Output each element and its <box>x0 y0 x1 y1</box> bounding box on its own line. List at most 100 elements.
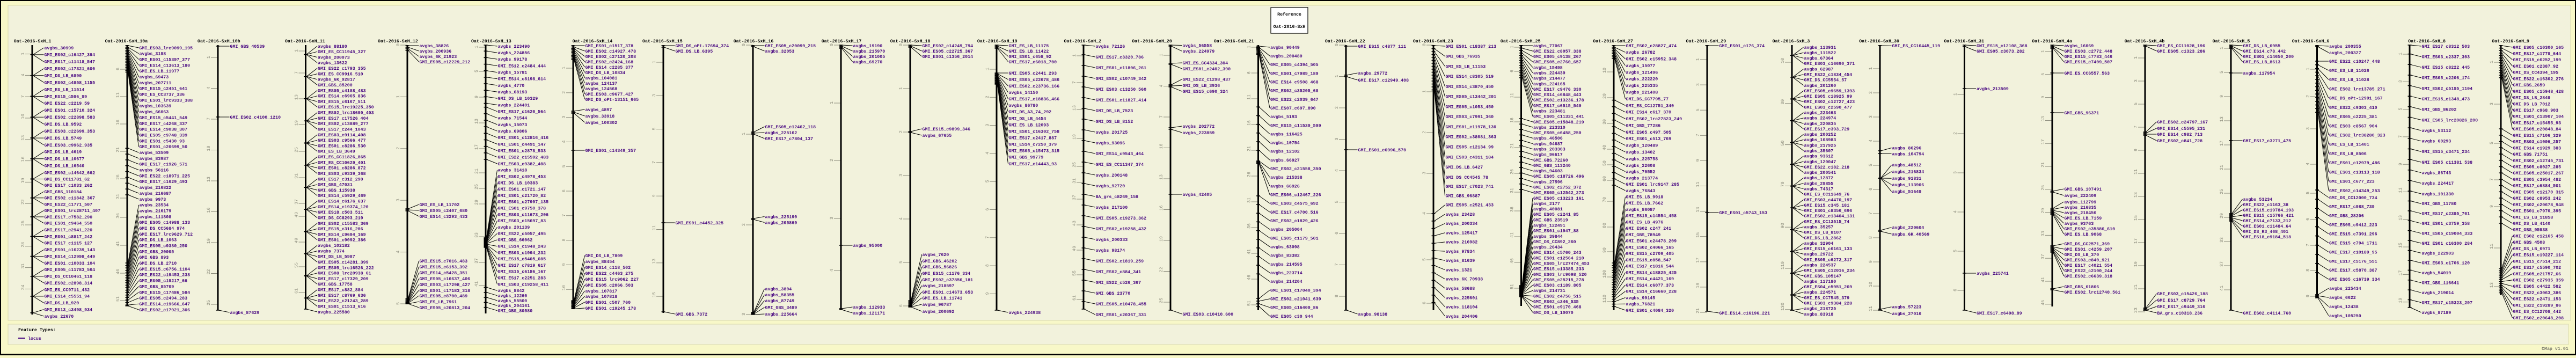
svg-text:GMI_ES05_c10300_165: GMI_ES05_c10300_165 <box>2513 46 2564 50</box>
svg-text:avgbs_223490: avgbs_223490 <box>498 44 530 49</box>
svg-text:20: 20 <box>1602 93 1607 99</box>
svg-text:21: 21 <box>116 147 121 152</box>
svg-text:avgbs_67655: avgbs_67655 <box>923 133 952 138</box>
svg-text:GMI_DS_LB_7809: GMI_DS_LB_7809 <box>586 254 623 259</box>
svg-text:4: 4 <box>21 74 26 76</box>
svg-text:4: 4 <box>562 140 567 143</box>
svg-text:avgbs_217925: avgbs_217925 <box>1804 143 1836 148</box>
svg-text:GMI_ES05_c15848_219: GMI_ES05_c15848_219 <box>1533 120 1584 125</box>
svg-text:GMI_ES14_c5551_94: GMI_ES14_c5551_94 <box>45 295 90 299</box>
svg-text:avgbs_1321: avgbs_1321 <box>1446 268 1473 273</box>
svg-text:GMI_ES03_c7991_360: GMI_ES03_c7991_360 <box>1446 115 1494 120</box>
svg-text:GMI_ES05_c1053_450: GMI_ES05_c1053_450 <box>1446 105 1494 109</box>
svg-text:9: 9 <box>1696 159 1701 162</box>
svg-text:GMI_ES14_c7250_379: GMI_ES14_c7250_379 <box>1009 143 1057 148</box>
svg-text:GMI_ES14_c6965_836: GMI_ES14_c6965_836 <box>318 94 366 99</box>
svg-text:GMI_ES02_c14249_794: GMI_ES02_c14249_794 <box>923 44 974 49</box>
svg-text:GMI_ES17_c18836_466: GMI_ES17_c18836_466 <box>1009 97 1060 102</box>
svg-text:10: 10 <box>1159 144 1164 149</box>
svg-text:GMI_ES05_c21757_66: GMI_ES05_c21757_66 <box>2513 272 2562 277</box>
svg-text:GMI_ES03_c13250_560: GMI_ES03_c13250_560 <box>1096 87 1147 92</box>
svg-text:GMI_ES22_c2100_244: GMI_ES22_c2100_244 <box>2065 269 2113 274</box>
svg-text:13: 13 <box>2220 116 2224 122</box>
svg-text:Oat-2016-SxH_10a: Oat-2016-SxH_10a <box>105 39 148 44</box>
svg-text:GMI_ES14_c3293_433: GMI_ES14_c3293_433 <box>420 215 468 220</box>
svg-text:5: 5 <box>2220 71 2224 74</box>
svg-text:GMI_ES01_c21720_82: GMI_ES01_c21720_82 <box>498 194 546 199</box>
svg-text:26: 26 <box>116 174 121 180</box>
svg-text:3: 3 <box>985 124 990 127</box>
svg-text:11: 11 <box>2490 244 2494 249</box>
svg-text:GMI_ES14_c5760_243: GMI_ES14_c5760_243 <box>1533 251 1582 255</box>
svg-text:GMI_ES17_c988_739: GMI_ES17_c988_739 <box>2329 205 2375 210</box>
svg-text:avgbs_218456: avgbs_218456 <box>2065 210 2097 216</box>
svg-text:avgbs_53112: avgbs_53112 <box>2422 128 2451 134</box>
svg-text:GMI_DS_LB_6427: GMI_DS_LB_6427 <box>1446 165 1483 170</box>
svg-text:GMI_ES02_c4100_1210: GMI_ES02_c4100_1210 <box>230 115 281 120</box>
svg-text:GMI_ES08_lrc20938_61: GMI_ES08_lrc20938_61 <box>318 271 371 276</box>
svg-text:GMI_ES01_c27997_135: GMI_ES01_c27997_135 <box>498 200 549 205</box>
svg-text:GMI_ES01_c18387_213: GMI_ES01_c18387_213 <box>1446 45 1497 49</box>
svg-text:Oat-2016-SxH_6: Oat-2016-SxH_6 <box>2292 39 2330 44</box>
svg-text:4: 4 <box>1159 85 1164 87</box>
svg-text:GMI_ES02_c4978_453: GMI_ES02_c4978_453 <box>498 174 546 179</box>
svg-text:GMI_ES22_c10247_448: GMI_ES22_c10247_448 <box>2329 60 2380 64</box>
svg-text:GMI_ES03_lrc9098_520: GMI_ES03_lrc9098_520 <box>1533 272 1587 277</box>
svg-text:GMI_ES22_c1771_507: GMI_ES22_c1771_507 <box>45 202 93 207</box>
svg-text:avgbs_35257: avgbs_35257 <box>1804 225 1834 230</box>
svg-text:6: 6 <box>2306 218 2311 221</box>
svg-text:GMI_ES15_c4877_111: GMI_ES15_c4877_111 <box>1358 45 1407 49</box>
svg-text:GMI_ES04_c5951_269: GMI_ES04_c5951_269 <box>1804 285 1853 290</box>
svg-text:7: 7 <box>1159 115 1164 118</box>
svg-text:GMI_GBS_78949: GMI_GBS_78949 <box>1626 233 1661 238</box>
svg-text:1: 1 <box>1159 54 1164 56</box>
svg-text:33: 33 <box>2220 237 2224 243</box>
svg-text:1: 1 <box>2134 56 2139 59</box>
svg-text:34: 34 <box>21 284 26 290</box>
svg-text:1: 1 <box>21 53 26 55</box>
svg-text:GMI_ES03_c9382_408: GMI_ES03_c9382_408 <box>498 162 546 167</box>
svg-text:GMI_ES17_c9449_316: GMI_ES17_c9449_316 <box>2157 305 2206 310</box>
svg-text:GMI_ES15_c14554_458: GMI_ES15_c14554_458 <box>1626 214 1677 219</box>
svg-text:GMI_ES05_c2407_680: GMI_ES05_c2407_680 <box>420 209 468 214</box>
svg-text:GMI_ES05_c4188_483: GMI_ES05_c4188_483 <box>318 89 366 93</box>
svg-text:avgbs_83987: avgbs_83987 <box>140 156 169 162</box>
svg-text:GMI_ES_LB_9918: GMI_ES_LB_9918 <box>1626 195 1664 200</box>
svg-text:GMI_DS_R3_468_401: GMI_DS_R3_468_401 <box>2243 230 2289 235</box>
svg-text:GMI_GBS_20005: GMI_GBS_20005 <box>140 250 174 254</box>
svg-text:4: 4 <box>1422 212 1427 215</box>
svg-text:GMI_ES02_c14927_478: GMI_ES02_c14927_478 <box>586 49 636 54</box>
svg-text:avgbs_201139: avgbs_201139 <box>498 225 530 230</box>
svg-text:GMI_ES17_c6515_540: GMI_ES17_c6515_540 <box>1533 104 1582 108</box>
svg-text:GMI_ES05_c9412_223: GMI_ES05_c9412_223 <box>2329 223 2377 228</box>
svg-text:avgbs_6622: avgbs_6622 <box>2329 295 2356 301</box>
svg-text:GMI_ES01_c14673_653: GMI_ES01_c14673_653 <box>923 290 974 295</box>
svg-text:5: 5 <box>2041 73 2046 76</box>
svg-text:GMI_ES14_c617_370: GMI_ES14_c617_370 <box>1626 111 1672 115</box>
svg-text:37: 37 <box>2041 254 2046 259</box>
svg-text:GMI_ES02_c28827_474: GMI_ES02_c28827_474 <box>1626 44 1677 49</box>
svg-text:avgbs_104081: avgbs_104081 <box>586 76 618 81</box>
svg-text:GMI_ES02_c5195_1104: GMI_ES02_c5195_1104 <box>2422 86 2473 91</box>
svg-text:GMI_ES02_c22898_583: GMI_ES02_c22898_583 <box>45 115 96 120</box>
svg-text:GMI_DS_LB_370: GMI_DS_LB_370 <box>2065 253 2099 258</box>
svg-text:BA_grs_c8269_158: BA_grs_c8269_158 <box>1096 195 1139 200</box>
svg-text:avgbs_88454: avgbs_88454 <box>586 259 615 265</box>
svg-text:GMI_ES05_c20848_84: GMI_ES05_c20848_84 <box>2513 127 2562 132</box>
svg-text:130: 130 <box>1781 303 1785 311</box>
svg-text:GMI_ES15_c15766_421: GMI_ES15_c15766_421 <box>2243 214 2294 218</box>
svg-text:9: 9 <box>562 263 567 266</box>
svg-text:avgbs_218597: avgbs_218597 <box>923 283 955 289</box>
svg-text:GMI_ES05_c22678_486: GMI_ES05_c22678_486 <box>1009 78 1060 83</box>
svg-text:Oat-2016-SxH_4b: Oat-2016-SxH_4b <box>2125 39 2165 44</box>
svg-text:GMI_DS_LB_4619: GMI_DS_LB_4619 <box>45 150 82 155</box>
svg-text:avgbs_122491: avgbs_122491 <box>1533 223 1565 229</box>
svg-text:GMI_ES15_c7016_483: GMI_ES15_c7016_483 <box>420 259 468 264</box>
svg-text:GMI_DS_LB_2862: GMI_DS_LB_2862 <box>1804 236 1842 241</box>
svg-text:GMI_ES03_c16690_371: GMI_ES03_c16690_371 <box>1804 62 1855 67</box>
svg-text:GMI_ES17_c8312_503: GMI_ES17_c8312_503 <box>2422 45 2470 49</box>
svg-text:GMI_ES05_c9748_339: GMI_ES05_c9748_339 <box>140 134 188 138</box>
svg-text:55: 55 <box>1072 271 1077 276</box>
svg-text:GMI_ES22_c21243_289: GMI_ES22_c21243_289 <box>318 299 369 304</box>
svg-text:GMI_ES02_c2752_372: GMI_ES02_c2752_372 <box>1533 186 1582 191</box>
